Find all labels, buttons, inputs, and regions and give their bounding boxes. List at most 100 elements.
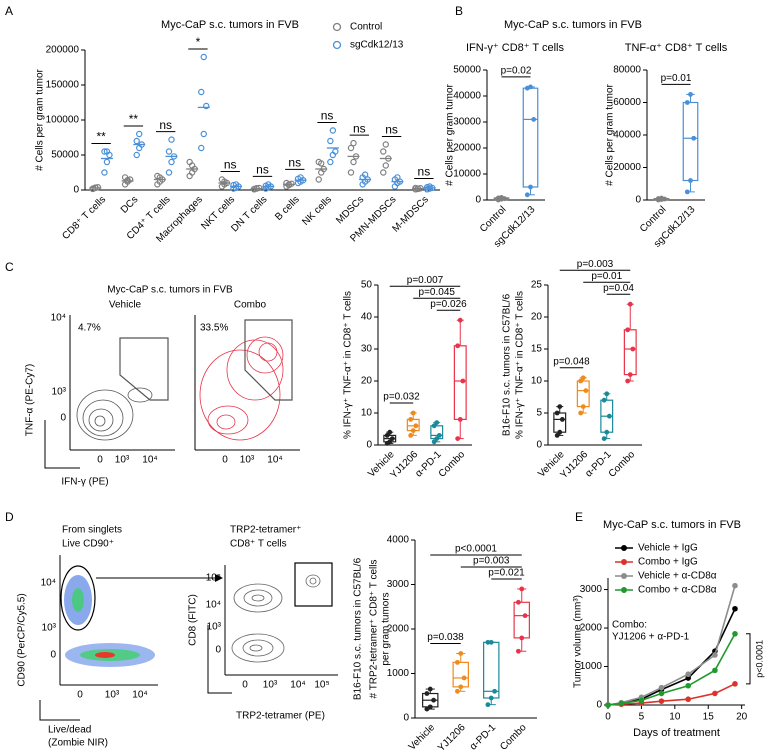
legend-label: Combo + α-CD8α: [638, 585, 717, 596]
flow-tick-label: 10³: [115, 455, 130, 466]
y-tick-label: 20: [531, 312, 543, 323]
data-point: [712, 690, 718, 697]
axis-arrow: [39, 700, 80, 721]
flow-plot-title: Vehicle: [109, 300, 142, 311]
flow-tick-label: 10³: [42, 623, 57, 634]
data-point: [350, 158, 357, 166]
flow-tick-label: 10⁵: [206, 573, 221, 584]
density: [72, 588, 84, 612]
data-point: [658, 698, 665, 704]
y-axis-label: # TRP2-tetramer⁺ CD8⁺ T cells: [369, 560, 380, 699]
y-tick-label: 0: [366, 440, 372, 451]
legend-label: Vehicle + IgG: [638, 543, 698, 554]
data-point: [580, 404, 586, 409]
y-tick-label: 0: [536, 440, 542, 451]
x-tick-label: NK cells: [300, 194, 334, 228]
flow-y-label: CD90 (PerCP/Cy5.5): [17, 593, 28, 686]
box: [576, 380, 590, 408]
data-point: [732, 631, 738, 637]
data-point: [454, 688, 460, 694]
flow-tick-label: 10⁴: [206, 600, 221, 611]
data-point: [198, 88, 205, 96]
y-tick-label: 0: [73, 185, 79, 196]
data-point: [327, 137, 334, 145]
x-tick-label: Vehicle: [407, 722, 438, 753]
flow-x-label: IFN-γ (PE): [61, 477, 108, 488]
data-point: [329, 127, 337, 134]
gate: [294, 562, 333, 607]
contours: [199, 336, 284, 441]
legend-label: Combo + IgG: [638, 557, 698, 568]
comparison-label: p=0.007: [407, 275, 444, 286]
data-point: [380, 148, 387, 155]
y-axis-label: per gram tumors: [381, 592, 392, 665]
x-tick-label: CD8⁺ T cells: [60, 194, 108, 242]
significance-label: ns: [418, 165, 431, 179]
significance-label: ns: [385, 123, 398, 137]
x-tick-label: 0: [605, 712, 611, 723]
data-point: [578, 410, 584, 416]
data-point: [387, 429, 393, 435]
legend-marker: [332, 40, 342, 50]
data-point: [387, 439, 393, 445]
flow-title: CD8⁺ T cells: [230, 539, 287, 550]
data-point: [103, 148, 111, 155]
data-point: [485, 702, 491, 708]
data-point: [605, 702, 611, 708]
significance-label: **: [129, 112, 139, 126]
x-tick-label: B cells: [273, 194, 302, 223]
flow-tick-label: 0: [60, 413, 66, 424]
data-point: [347, 169, 355, 176]
y-tick-label: 3000: [387, 579, 410, 590]
panel-letter: A: [5, 4, 13, 18]
panel-letter: B: [455, 4, 463, 18]
annotation: YJ1206 + α-PD-1: [612, 632, 690, 643]
y-axis-label: # Cells per gram tumor: [35, 68, 46, 170]
y-tick-label: 10000: [453, 169, 481, 180]
y-tick-label: 100000: [46, 115, 80, 126]
y-tick-label: 20: [361, 376, 373, 387]
flow-title: TRP2-tetramer⁺: [230, 525, 301, 536]
significance-label: **: [96, 130, 106, 144]
panel-letter: C: [5, 260, 14, 274]
data-point: [350, 139, 357, 147]
data-point: [103, 158, 111, 166]
y-tick-label: 10: [361, 408, 373, 419]
box: [623, 329, 637, 376]
significance-label: ns: [256, 163, 269, 177]
x-tick-label: α-PD-1: [468, 722, 499, 753]
data-point: [524, 192, 530, 198]
legend-label: sgCdk12/13: [350, 40, 404, 51]
y-axis-label: % IFN-γ⁺ TNF-α⁺ in CD8⁺ T cells: [343, 291, 354, 439]
data-point: [458, 651, 464, 656]
box: [483, 641, 500, 699]
data-point: [627, 372, 633, 377]
y-tick-label: 0: [403, 713, 409, 724]
significance-label: ns: [288, 156, 301, 170]
data-point: [638, 697, 645, 704]
axis-arrow: [207, 625, 232, 694]
data-point: [408, 417, 414, 422]
y-tick-label: 30: [361, 344, 373, 355]
flow-tick-label: 0: [215, 645, 221, 656]
flow-d: [39, 555, 338, 721]
chart-title: Myc-CaP s.c. tumors in FVB: [161, 19, 299, 31]
data-point: [519, 635, 525, 641]
box: [682, 101, 699, 182]
data-point: [528, 184, 533, 190]
data-point: [688, 178, 693, 183]
data-point: [601, 436, 607, 441]
data-point: [431, 439, 437, 445]
y-tick-label: 15: [531, 344, 543, 355]
axis-arrow: [44, 420, 80, 469]
flow-tick-label: 0: [242, 680, 248, 691]
y-tick-label: 25: [531, 280, 543, 291]
flow-tick-label: 0: [222, 455, 228, 466]
data-point: [499, 195, 504, 200]
data-point: [434, 436, 440, 441]
data-point: [732, 582, 738, 589]
flow-x-label: Live/dead: [48, 725, 91, 736]
flow-tick-label: 10⁴: [142, 455, 157, 466]
flow-title: Myc-CaP s.c. tumors in FVB: [107, 285, 233, 296]
